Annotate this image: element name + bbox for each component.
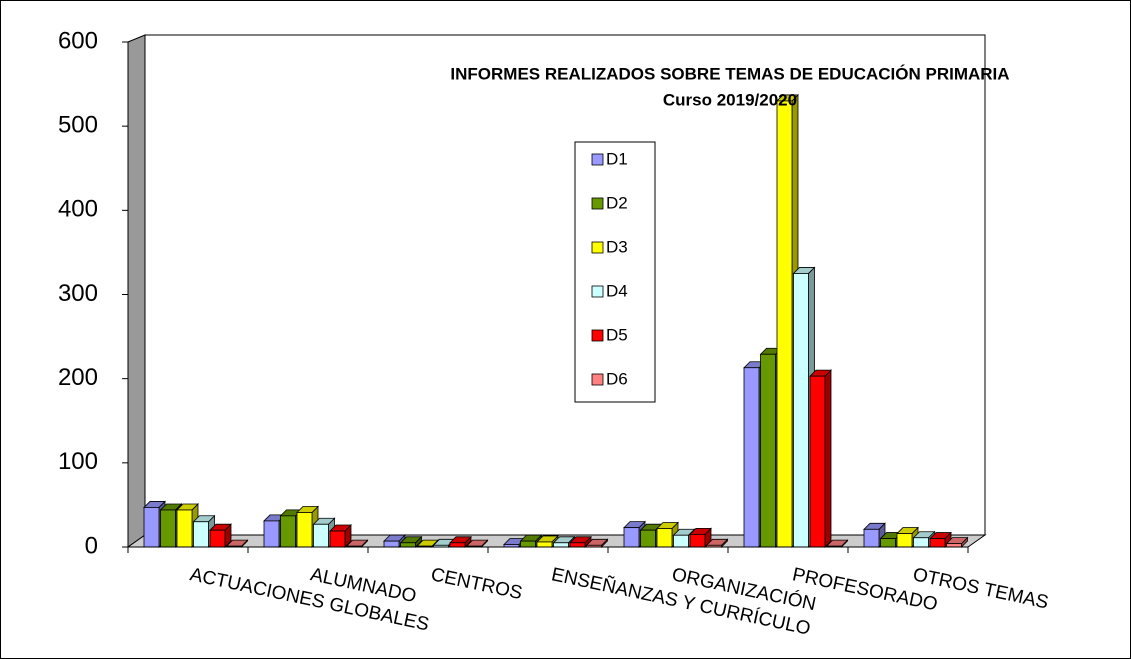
bar bbox=[809, 369, 832, 548]
bar-front bbox=[383, 540, 400, 548]
y-tick-label: 400 bbox=[58, 196, 98, 223]
back-wall bbox=[144, 34, 986, 536]
bar-front bbox=[209, 529, 226, 548]
bar-front bbox=[793, 273, 809, 548]
bar-front bbox=[536, 541, 553, 548]
bar-front bbox=[689, 533, 706, 548]
y-tick-label: 600 bbox=[58, 27, 98, 54]
bar-front bbox=[569, 542, 586, 548]
legend-swatch bbox=[591, 285, 604, 298]
bar-front bbox=[896, 533, 913, 548]
legend-label: D3 bbox=[606, 237, 628, 256]
left-wall bbox=[127, 34, 146, 548]
bar bbox=[329, 524, 352, 548]
bar-front bbox=[809, 375, 826, 548]
y-tick-label: 100 bbox=[58, 448, 98, 475]
legend-label: D2 bbox=[606, 193, 628, 212]
y-tick-label: 200 bbox=[58, 364, 98, 391]
chart-title: INFORMES REALIZADOS SOBRE TEMAS DE EDUCA… bbox=[450, 64, 1009, 83]
bar-front bbox=[193, 521, 209, 548]
y-tick-label: 300 bbox=[58, 280, 98, 307]
bar-front bbox=[313, 523, 329, 548]
bar-front bbox=[673, 534, 689, 548]
bar bbox=[399, 535, 423, 548]
bar-front bbox=[160, 509, 176, 548]
bar bbox=[569, 535, 592, 548]
legend-label: D6 bbox=[606, 369, 628, 388]
chart-subtitle: Curso 2019/2020 bbox=[663, 90, 797, 109]
legend-swatch bbox=[591, 197, 604, 210]
legend-swatch bbox=[591, 373, 604, 386]
bar-front bbox=[553, 542, 569, 548]
bar bbox=[705, 538, 729, 548]
bar-front bbox=[656, 528, 673, 548]
bar-front bbox=[176, 509, 193, 548]
bar bbox=[449, 535, 472, 548]
bar-front bbox=[776, 100, 793, 548]
bar-front bbox=[400, 542, 416, 548]
bar bbox=[945, 536, 969, 548]
legend-swatch bbox=[591, 153, 604, 166]
bar-front bbox=[913, 537, 929, 548]
legend-swatch bbox=[591, 329, 604, 342]
bar-front bbox=[760, 353, 776, 548]
bar bbox=[689, 527, 712, 548]
bar-front bbox=[640, 529, 656, 548]
bar bbox=[585, 538, 609, 548]
legend bbox=[574, 141, 656, 403]
bar-front bbox=[296, 512, 313, 548]
bar-front bbox=[449, 542, 466, 548]
bar-front bbox=[143, 507, 160, 548]
bar-front bbox=[520, 540, 536, 548]
bar bbox=[863, 522, 886, 548]
bar-front bbox=[880, 538, 896, 548]
bar-front bbox=[263, 520, 280, 548]
bar bbox=[209, 523, 232, 548]
bar-side bbox=[824, 369, 832, 548]
bar bbox=[519, 534, 543, 548]
y-tick-label: 500 bbox=[58, 112, 98, 139]
bar-front bbox=[743, 367, 760, 548]
bar-front bbox=[280, 515, 296, 548]
bar-front bbox=[863, 528, 880, 548]
legend-label: D1 bbox=[606, 149, 628, 168]
bar-front bbox=[929, 538, 946, 548]
legend-label: D4 bbox=[606, 281, 628, 300]
legend-swatch bbox=[591, 241, 604, 254]
legend-label: D5 bbox=[606, 325, 628, 344]
bar-front bbox=[946, 543, 962, 548]
bar-front bbox=[329, 530, 346, 548]
plot bbox=[143, 93, 969, 548]
bar-front bbox=[623, 527, 640, 548]
y-tick-label: 0 bbox=[85, 532, 98, 559]
